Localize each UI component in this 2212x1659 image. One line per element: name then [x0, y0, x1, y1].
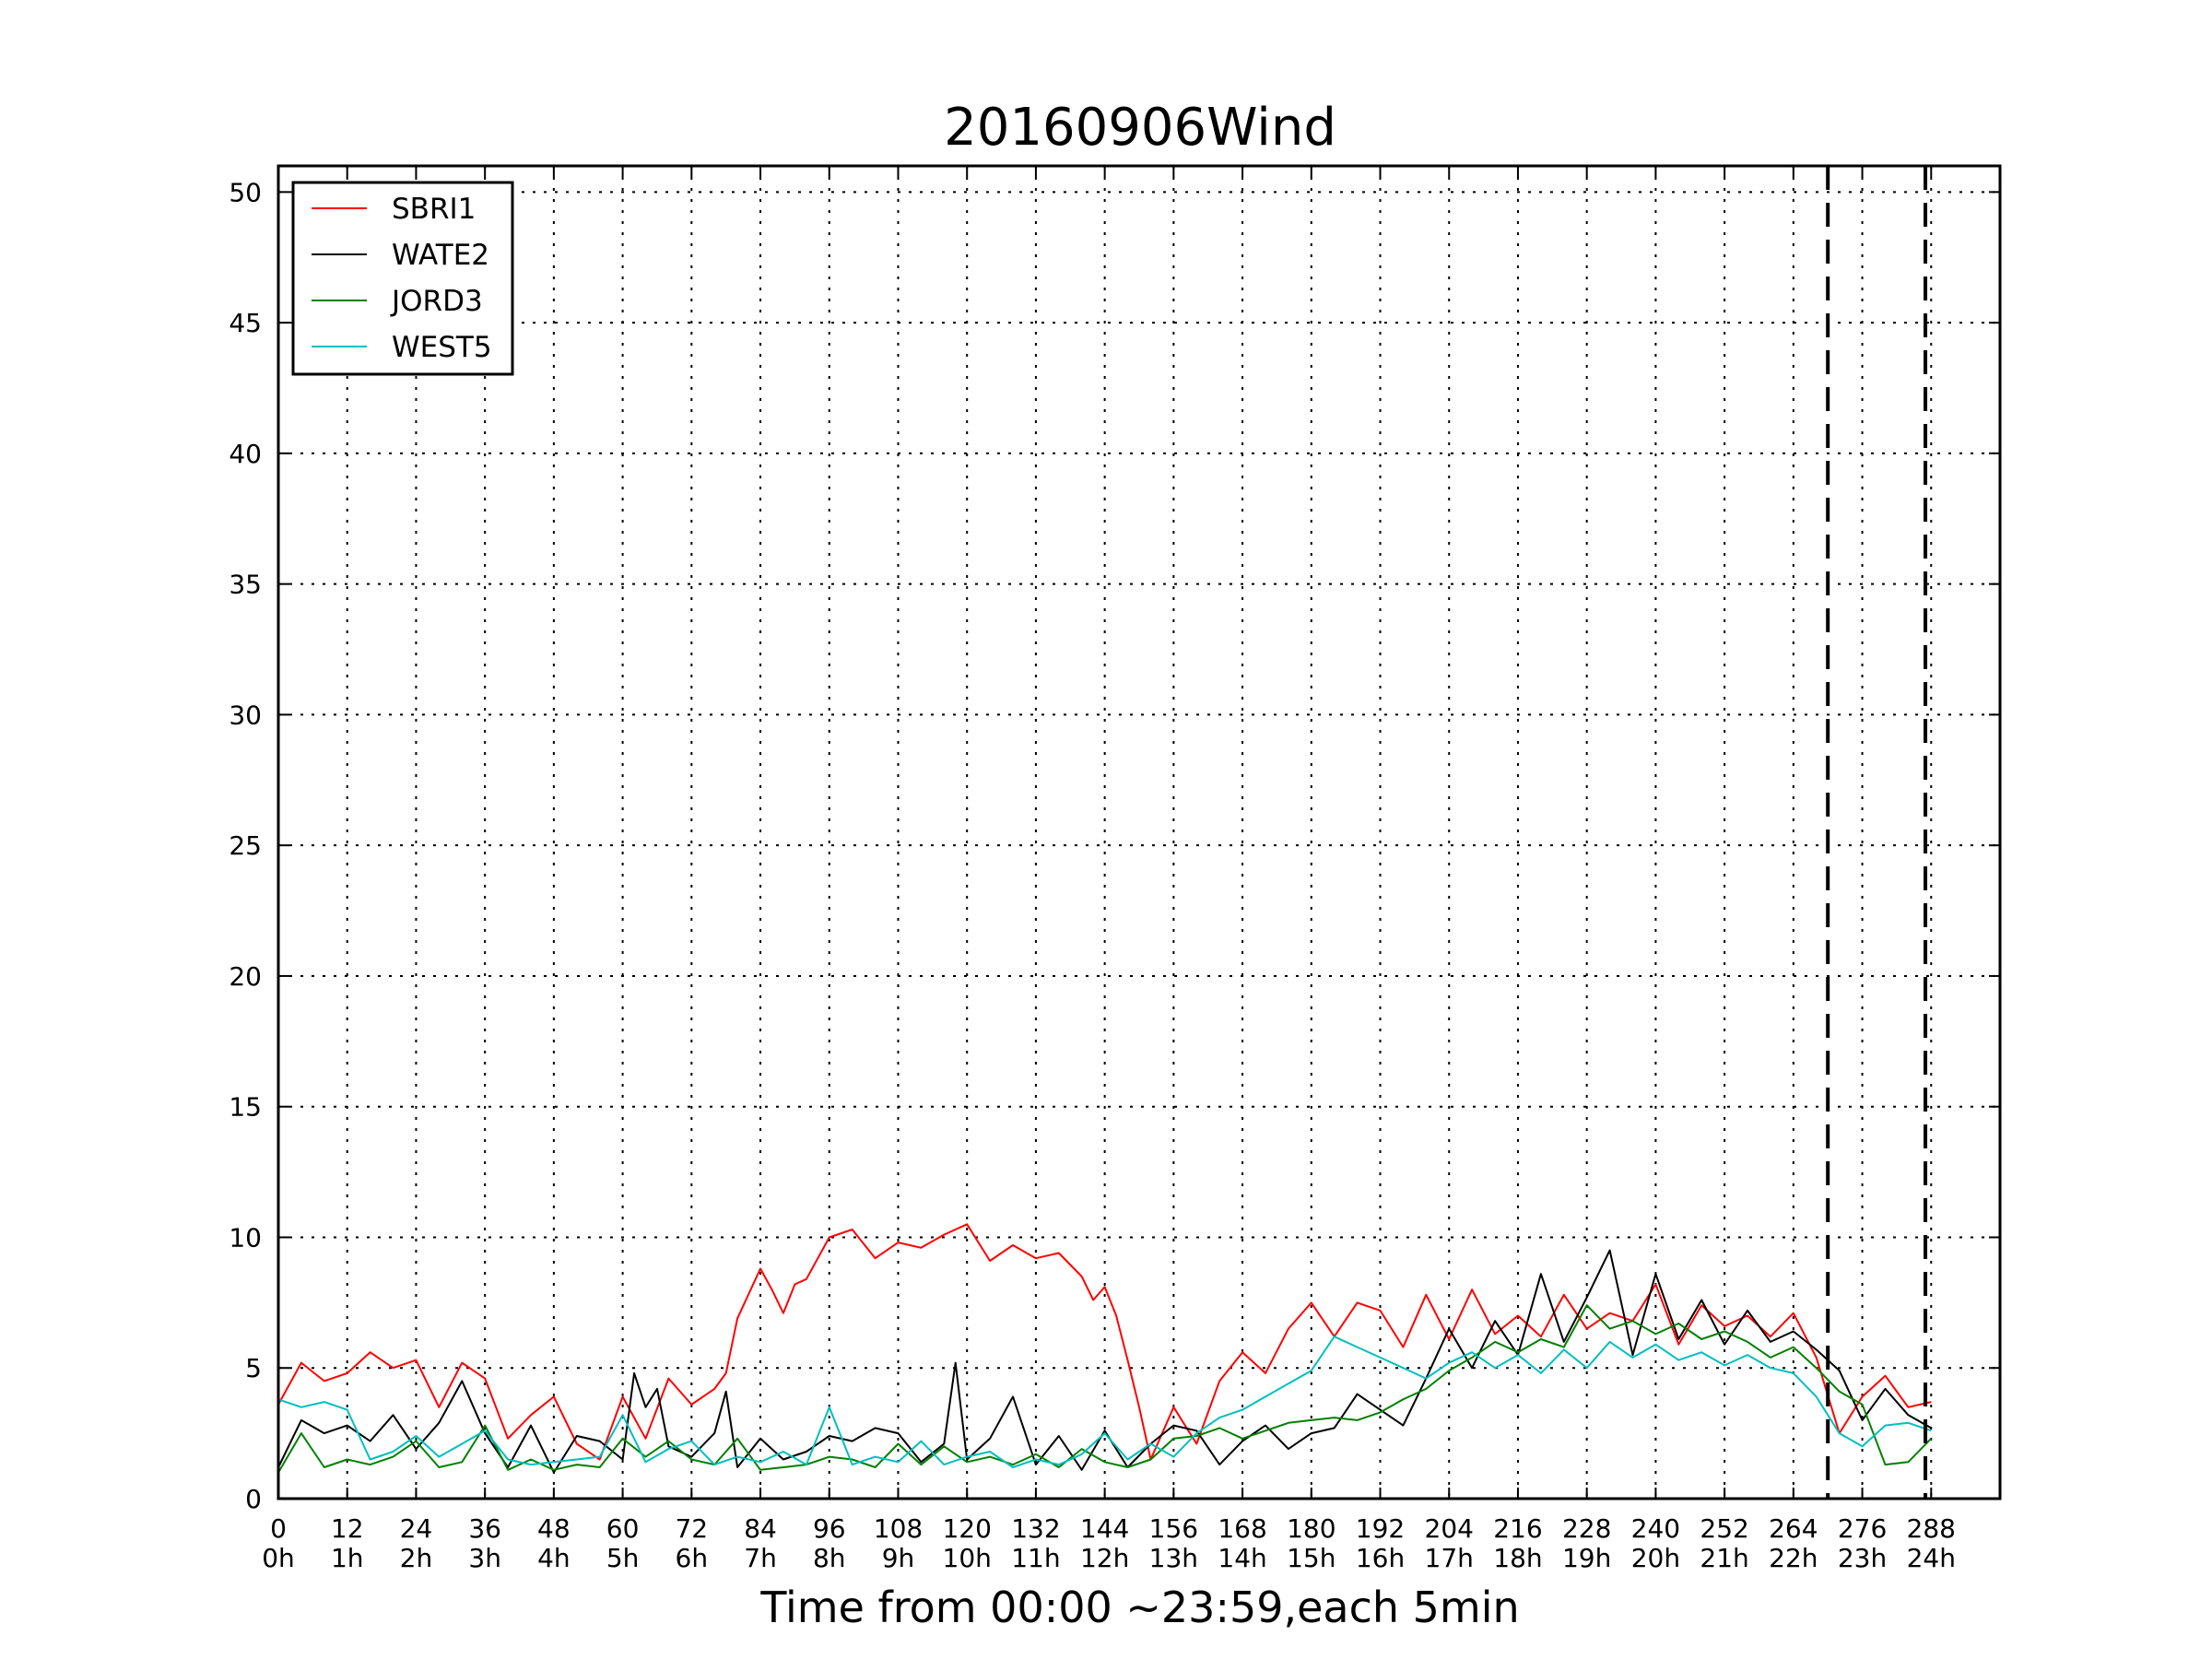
x-tick-sublabel-14: 14h [1218, 1543, 1266, 1573]
x-tick-label-12: 144 [1080, 1513, 1129, 1544]
y-tick-label-3: 15 [229, 1092, 262, 1123]
y-tick-label-1: 5 [245, 1353, 262, 1383]
x-tick-label-10: 120 [942, 1513, 991, 1544]
x-tick-sublabel-2: 2h [400, 1543, 433, 1573]
y-tick-label-9: 45 [229, 308, 262, 338]
x-tick-label-15: 180 [1287, 1513, 1335, 1544]
x-tick-sublabel-1: 1h [331, 1543, 364, 1573]
x-tick-label-3: 36 [468, 1513, 501, 1544]
x-tick-label-20: 240 [1631, 1513, 1680, 1544]
x-tick-label-2: 24 [400, 1513, 433, 1544]
x-tick-label-6: 72 [675, 1513, 708, 1544]
vertical-markers [1826, 166, 1928, 1499]
x-tick-sublabel-7: 7h [744, 1543, 777, 1573]
x-tick-sublabel-19: 19h [1562, 1543, 1611, 1573]
y-tick-label-4: 20 [229, 961, 262, 992]
legend: SBRI1 WATE2 JORD3 WEST5 [291, 181, 514, 376]
x-tick-sublabel-9: 9h [882, 1543, 915, 1573]
series-line-jord3 [277, 1304, 1933, 1474]
series-line-west5 [277, 1335, 1932, 1468]
x-tick-sublabel-5: 5h [606, 1543, 640, 1573]
plot-frame [276, 164, 2002, 1500]
x-tick-label-1: 12 [331, 1513, 364, 1544]
x-tick-label-0: 0 [270, 1513, 287, 1544]
legend-label-jord3: JORD3 [390, 285, 483, 318]
x-tick-label-23: 276 [1838, 1513, 1887, 1544]
y-tick-label-7: 35 [229, 570, 262, 600]
x-tick-sublabel-20: 20h [1631, 1543, 1680, 1573]
x-tick-label-22: 264 [1769, 1513, 1818, 1544]
x-tick-sublabel-4: 4h [537, 1543, 571, 1573]
x-tick-label-5: 60 [606, 1513, 640, 1544]
x-tick-sublabel-16: 16h [1356, 1543, 1405, 1573]
x-tick-label-17: 204 [1425, 1513, 1474, 1544]
x-tick-label-13: 156 [1149, 1513, 1198, 1544]
y-tick-label-5: 25 [229, 830, 262, 861]
x-tick-sublabel-8: 8h [813, 1543, 846, 1573]
x-tick-sublabel-6: 6h [676, 1543, 709, 1573]
x-tick-label-16: 192 [1356, 1513, 1405, 1544]
x-tick-label-11: 132 [1011, 1513, 1060, 1544]
x-tick-label-19: 228 [1562, 1513, 1611, 1544]
x-tick-sublabel-10: 10h [943, 1543, 992, 1573]
x-tick-sublabel-11: 11h [1011, 1543, 1060, 1573]
x-tick-sublabel-21: 21h [1700, 1543, 1748, 1573]
x-tick-sublabel-12: 12h [1080, 1543, 1129, 1573]
series-line-sbri1 [277, 1223, 1932, 1461]
x-tick-label-8: 96 [813, 1513, 846, 1544]
x-tick-sublabel-22: 22h [1769, 1543, 1818, 1573]
y-tick-label-0: 0 [245, 1484, 262, 1514]
x-tick-label-14: 168 [1218, 1513, 1266, 1544]
grid [277, 166, 2000, 1500]
x-tick-sublabel-24: 24h [1907, 1543, 1956, 1573]
x-tick-label-9: 108 [874, 1513, 923, 1544]
chart-title: 20160906Wind [944, 98, 1336, 158]
y-tick-label-8: 40 [229, 439, 262, 469]
x-tick-label-4: 48 [537, 1513, 571, 1544]
y-tick-label-10: 50 [229, 177, 262, 207]
legend-label-west5: WEST5 [392, 331, 492, 364]
x-tick-sublabel-13: 13h [1149, 1543, 1198, 1573]
y-axis-ticks: 0 5 10 15 20 25 30 35 40 45 50 [229, 177, 2000, 1514]
x-tick-label-24: 288 [1907, 1513, 1956, 1544]
x-tick-sublabel-23: 23h [1838, 1543, 1887, 1573]
y-tick-label-6: 30 [229, 700, 262, 730]
legend-label-wate2: WATE2 [392, 239, 489, 272]
series-group [277, 1223, 1933, 1474]
legend-box [291, 181, 514, 376]
x-tick-sublabel-18: 18h [1493, 1543, 1542, 1573]
x-tick-sublabel-15: 15h [1287, 1543, 1335, 1573]
x-tick-sublabel-0: 0h [262, 1543, 295, 1573]
x-tick-label-21: 252 [1700, 1513, 1748, 1544]
legend-label-sbri1: SBRI1 [392, 193, 476, 226]
x-tick-sublabel-17: 17h [1425, 1543, 1474, 1573]
x-axis-label: Time from 00:00 ~23:59,each 5min [759, 1583, 1519, 1632]
x-tick-sublabel-3: 3h [468, 1543, 501, 1573]
series-line-wate2 [277, 1249, 1932, 1474]
x-tick-label-18: 216 [1493, 1513, 1542, 1544]
y-tick-label-2: 10 [229, 1222, 262, 1253]
x-tick-label-7: 84 [744, 1513, 777, 1544]
